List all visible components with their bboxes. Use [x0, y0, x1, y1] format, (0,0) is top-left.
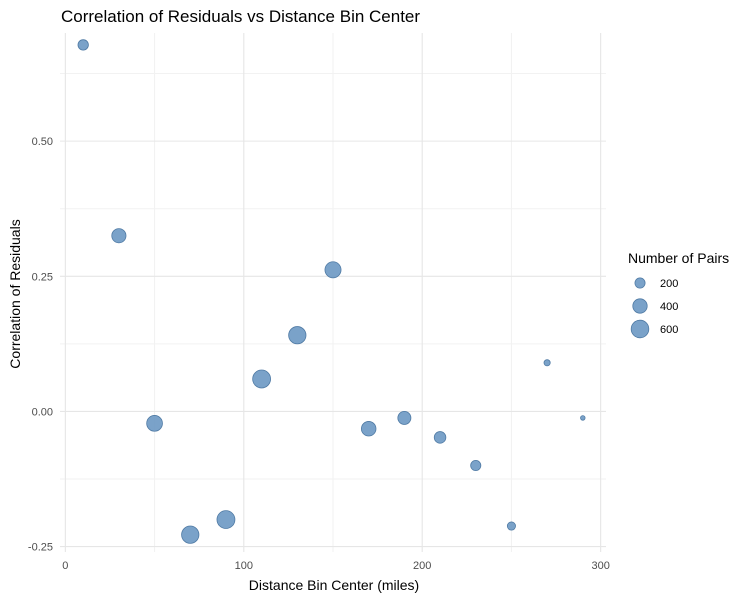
data-point: [470, 460, 482, 471]
legend-label: 600: [660, 324, 678, 336]
y-axis-ticks: -0.25 0.00 0.25 0.50: [28, 136, 53, 553]
y-axis-title: Correlation of Residuals: [7, 219, 23, 368]
y-tick-label: 0.00: [32, 406, 53, 418]
data-point: [146, 415, 163, 432]
legend-label: 200: [660, 278, 678, 290]
x-tick-label: 300: [591, 560, 609, 572]
y-tick-label: 0.25: [32, 271, 53, 283]
data-point: [397, 410, 412, 425]
data-point: [506, 521, 516, 531]
chart-title: Correlation of Residuals vs Distance Bin…: [61, 7, 420, 26]
data-point: [433, 431, 447, 444]
data-point: [181, 525, 200, 544]
legend-key: [630, 319, 650, 339]
data-point: [111, 228, 127, 244]
data-point: [252, 369, 271, 389]
data-point: [216, 510, 236, 529]
size-legend: Number of Pairs 200 400 600: [628, 250, 729, 339]
data-point: [580, 415, 586, 421]
x-tick-label: 0: [62, 560, 68, 572]
legend-label: 400: [660, 301, 678, 313]
y-tick-label: 0.50: [32, 136, 53, 148]
x-tick-label: 200: [413, 560, 431, 572]
data-point: [324, 261, 342, 279]
data-point: [360, 421, 377, 437]
data-points: [77, 39, 586, 544]
x-axis-title: Distance Bin Center (miles): [249, 577, 419, 593]
x-axis-ticks: 0 100 200 300: [62, 560, 610, 572]
x-tick-label: 100: [235, 560, 253, 572]
data-point: [543, 359, 551, 367]
data-point: [77, 39, 89, 51]
data-point: [288, 326, 307, 345]
legend-title: Number of Pairs: [628, 250, 729, 266]
legend-key: [634, 277, 646, 289]
legend-key: [632, 298, 648, 314]
minor-gridlines: [60, 33, 606, 552]
y-tick-label: -0.25: [28, 542, 53, 554]
